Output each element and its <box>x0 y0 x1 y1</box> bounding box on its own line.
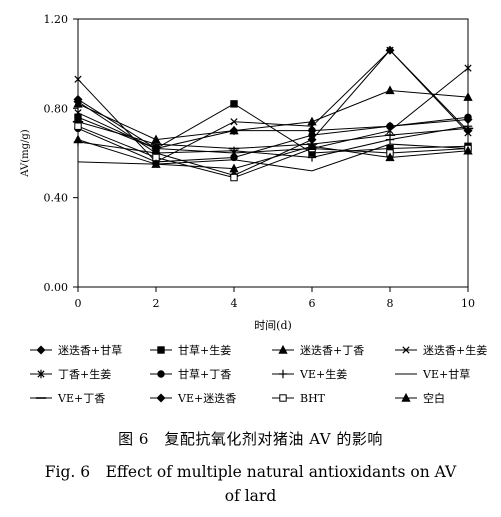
series-3-point-1 <box>151 134 161 144</box>
legend-item-7: VE+生姜 <box>272 367 347 381</box>
series-12-point-0 <box>73 134 83 144</box>
legend-label-12: 空白 <box>423 391 445 405</box>
legend-swatch-marker-7 <box>278 369 288 379</box>
y-tick-label-3: 1.20 <box>44 13 69 26</box>
legend-item-2: 甘草+生姜 <box>150 343 231 357</box>
legend-swatch-marker-6 <box>157 370 165 378</box>
legend-item-12: 空白 <box>395 391 445 405</box>
legend-item-8: VE+甘草 <box>395 368 470 381</box>
legend-item-1: 迷迭香+甘草 <box>30 344 122 357</box>
series-5-point-5 <box>464 63 472 73</box>
series-12-point-5 <box>463 145 473 155</box>
legend-label-4: 迷迭香+生姜 <box>423 343 487 357</box>
legend-label-1: 迷迭香+甘草 <box>58 344 122 357</box>
legend-item-5: 丁香+生姜 <box>30 367 111 381</box>
series-12 <box>73 134 473 173</box>
legend-label-2: 甘草+生姜 <box>178 343 231 357</box>
legend-item-6: 甘草+丁香 <box>150 368 231 381</box>
series-9-line <box>77 121 469 150</box>
series-11-point-0 <box>74 122 82 130</box>
axes: 0.00 0.40 0.80 1.20 0 2 4 6 8 10 时间(d) AV(mg/g) <box>20 13 475 332</box>
legend-swatch-marker-5 <box>37 369 45 379</box>
plot-frame <box>77 18 469 288</box>
legend-item-3: 迷迭香+丁香 <box>272 344 364 357</box>
legend-label-3: 迷迭香+丁香 <box>300 344 364 357</box>
legend-label-10: VE+迷迭香 <box>177 392 236 405</box>
series-10-line <box>77 49 469 176</box>
series-10-point-4 <box>385 45 395 55</box>
series-6-point-5 <box>464 113 472 121</box>
series-2-line <box>77 103 469 154</box>
legend-swatch-marker-11 <box>279 394 287 402</box>
x-tick-label-5: 10 <box>461 297 475 310</box>
legend-swatch-marker-1 <box>36 345 46 355</box>
legend-swatch-marker-2 <box>157 346 165 354</box>
series-12-point-2 <box>229 163 239 173</box>
x-tick-label-0: 0 <box>75 297 82 310</box>
series-5-point-0 <box>74 108 82 117</box>
caption-chinese: 图 6 复配抗氧化剂对猪油 AV 的影响 <box>118 430 383 448</box>
legend-swatch-marker-12 <box>401 392 411 402</box>
x-axis-label: 时间(d) <box>254 319 292 332</box>
y-tick-label-1: 0.40 <box>44 192 69 205</box>
series-6-point-4 <box>386 122 394 130</box>
x-tick-label-4: 8 <box>387 297 394 310</box>
legend-item-9: VE+丁香 <box>30 392 105 405</box>
series-11-point-2 <box>230 173 238 182</box>
x-tick-label-1: 2 <box>153 297 160 310</box>
series-5-line <box>77 67 469 154</box>
y-tick-label-2: 0.80 <box>44 102 69 115</box>
series-12-point-4 <box>385 152 395 162</box>
legend-swatch-marker-3 <box>278 344 288 354</box>
series-10-point-0 <box>73 97 83 107</box>
series-4-point-3 <box>308 122 316 130</box>
series-5 <box>74 63 472 158</box>
legend-label-9: VE+丁香 <box>57 392 105 405</box>
series-2-point-2 <box>230 100 238 108</box>
legend-swatch-marker-4 <box>402 346 410 354</box>
legend-label-7: VE+生姜 <box>299 367 347 381</box>
series-11-line <box>77 125 469 179</box>
series-layer <box>72 45 474 182</box>
legend-item-4: 迷迭香+生姜 <box>395 343 487 357</box>
legend-item-10: VE+迷迭香 <box>150 392 236 405</box>
y-axis-label: AV(mg/g) <box>20 129 31 178</box>
series-7-point-4 <box>385 135 395 144</box>
series-3-point-5 <box>463 92 473 101</box>
series-8-line <box>77 143 469 172</box>
series-12-line <box>77 139 469 170</box>
legend-label-6: 甘草+丁香 <box>178 368 231 381</box>
legend-label-11: BHT <box>300 392 326 405</box>
series-7-point-3 <box>307 153 317 162</box>
series-8 <box>77 143 469 172</box>
series-2 <box>74 100 472 157</box>
caption-english: Fig. 6 Effect of multiple natural antiox… <box>0 460 501 508</box>
series-7-line <box>77 125 469 158</box>
chart: 0.00 0.40 0.80 1.20 0 2 4 6 8 10 时间(d) AV(mg/g) 迷迭香… <box>20 13 487 405</box>
legend-label-5: 丁香+生姜 <box>58 367 111 381</box>
series-3-point-2 <box>229 125 239 135</box>
series-4-point-2 <box>230 118 238 126</box>
x-tick-label-3: 6 <box>309 297 316 310</box>
y-tick-label-0: 0.00 <box>44 281 69 294</box>
series-10-point-5 <box>463 126 473 136</box>
series-12-point-1 <box>151 159 161 168</box>
caption-english-line-2: of lard <box>224 487 277 505</box>
legend-item-11: BHT <box>272 392 326 405</box>
series-4-point-0 <box>74 75 82 83</box>
x-tick-label-2: 4 <box>231 297 238 310</box>
series-3-point-4 <box>385 85 395 95</box>
caption-english-line-1: Fig. 6 Effect of multiple natural antiox… <box>44 463 457 481</box>
legend-swatch-marker-10 <box>156 393 166 403</box>
series-12-point-3 <box>307 141 317 150</box>
series-3-point-3 <box>307 116 317 126</box>
legend-label-8: VE+甘草 <box>422 368 470 381</box>
series-11 <box>74 122 472 182</box>
series-3-line <box>77 89 469 141</box>
